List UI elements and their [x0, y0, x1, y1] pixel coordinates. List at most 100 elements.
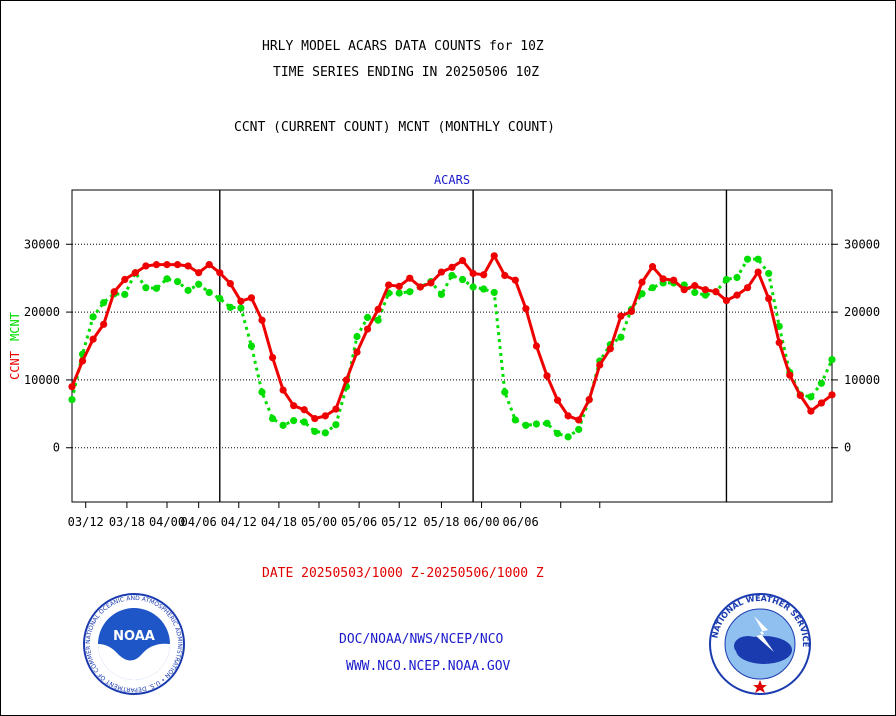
data-point-mcnt	[817, 379, 826, 387]
data-point-ccnt	[680, 286, 688, 294]
plot-title: ACARS	[434, 173, 470, 187]
data-point-ccnt	[216, 269, 224, 277]
x-tick-label: 04/18	[261, 515, 297, 529]
series-mcnt	[68, 255, 836, 441]
data-point-mcnt	[480, 285, 488, 293]
data-point-mcnt	[828, 355, 836, 364]
data-point-mcnt	[638, 290, 646, 298]
data-point-ccnt	[743, 284, 752, 292]
data-point-ccnt	[480, 271, 488, 279]
data-point-mcnt	[121, 290, 129, 299]
chart-title-line1: HRLY MODEL ACARS DATA COUNTS for 10Z	[262, 39, 544, 54]
data-point-mcnt	[89, 313, 97, 321]
data-point-mcnt	[279, 421, 287, 429]
noaa-logo-text: NOAA	[113, 629, 155, 644]
y-tick-label-right: 0	[844, 441, 851, 455]
data-point-mcnt	[374, 316, 382, 324]
data-point-mcnt	[490, 288, 498, 297]
data-point-mcnt	[648, 284, 657, 292]
data-point-mcnt	[458, 275, 467, 284]
data-point-ccnt	[617, 312, 625, 320]
y-axis-label: CCNT MCNT	[8, 312, 22, 380]
data-point-mcnt	[733, 273, 741, 282]
data-point-ccnt	[490, 252, 498, 260]
data-point-mcnt	[448, 271, 456, 280]
data-point-ccnt	[807, 407, 815, 415]
noaa-logo: NATIONAL OCEANIC AND ATMOSPHERIC ADMINIS…	[82, 592, 185, 695]
data-point-ccnt	[311, 414, 319, 423]
chart-title-line2: TIME SERIES ENDING IN 20250506 10Z	[273, 65, 540, 80]
data-point-ccnt	[575, 416, 583, 424]
data-point-ccnt	[247, 294, 256, 302]
data-point-mcnt	[300, 418, 308, 426]
data-point-ccnt	[701, 286, 709, 294]
data-point-mcnt	[163, 275, 171, 283]
data-point-ccnt	[712, 288, 720, 296]
x-tick-label: 06/00	[463, 515, 499, 529]
date-range: DATE 20250503/1000 Z-20250506/1000 Z	[262, 566, 544, 581]
data-point-ccnt	[353, 348, 361, 356]
data-point-ccnt	[385, 281, 393, 289]
org-path: DOC/NOAA/NWS/NCEP/NCO	[339, 632, 504, 647]
data-point-ccnt	[89, 335, 97, 343]
data-point-ccnt	[564, 412, 572, 420]
data-point-ccnt	[395, 282, 403, 290]
data-point-ccnt	[448, 263, 456, 271]
data-point-mcnt	[100, 298, 108, 307]
data-point-mcnt	[205, 288, 213, 297]
data-point-ccnt	[226, 280, 234, 288]
data-point-mcnt	[722, 275, 731, 284]
data-point-ccnt	[131, 269, 139, 277]
data-point-ccnt	[458, 256, 467, 265]
data-point-ccnt	[268, 353, 277, 362]
x-tick-label: 04/06	[181, 515, 217, 529]
data-point-mcnt	[142, 284, 150, 292]
data-point-ccnt	[300, 406, 308, 414]
x-tick-label: 04/00	[149, 515, 185, 529]
data-point-mcnt	[406, 288, 414, 296]
x-tick-label: 06/06	[503, 515, 539, 529]
y-axis-label-ccnt: CCNT	[8, 351, 22, 380]
data-point-mcnt	[532, 420, 541, 428]
data-point-mcnt	[152, 284, 161, 292]
data-point-mcnt	[332, 421, 340, 429]
data-point-ccnt	[775, 339, 783, 347]
data-point-ccnt	[332, 405, 340, 413]
data-point-mcnt	[216, 294, 224, 303]
data-point-ccnt	[279, 386, 287, 394]
data-point-mcnt	[363, 313, 372, 322]
data-point-ccnt	[469, 269, 477, 278]
data-point-ccnt	[828, 391, 836, 399]
data-point-mcnt	[311, 427, 319, 436]
data-point-mcnt	[258, 388, 266, 396]
data-point-ccnt	[670, 276, 678, 284]
data-point-ccnt	[78, 357, 87, 365]
data-point-ccnt	[173, 261, 182, 269]
legend-description: CCNT (CURRENT COUNT) MCNT (MONTHLY COUNT…	[234, 120, 555, 135]
series-ccnt	[68, 252, 836, 424]
data-point-mcnt	[691, 288, 699, 297]
data-point-ccnt	[437, 268, 446, 276]
data-point-ccnt	[754, 268, 762, 276]
nws-logo: NATIONAL WEATHER SERVICE	[709, 593, 811, 695]
y-tick-label-right: 30000	[844, 237, 880, 251]
y-tick-label-left: 20000	[24, 305, 60, 319]
data-point-mcnt	[268, 414, 277, 423]
data-point-mcnt	[247, 342, 256, 350]
data-point-ccnt	[796, 391, 804, 400]
data-point-ccnt	[68, 383, 76, 391]
data-point-ccnt	[765, 294, 773, 303]
website-link[interactable]: WWW.NCO.NCEP.NOAA.GOV	[346, 659, 511, 674]
data-point-ccnt	[237, 297, 245, 305]
data-point-ccnt	[733, 291, 741, 299]
data-point-mcnt	[807, 393, 815, 401]
data-point-ccnt	[648, 263, 657, 271]
data-point-ccnt	[817, 399, 826, 407]
data-point-ccnt	[321, 412, 329, 420]
data-point-ccnt	[163, 261, 171, 269]
data-point-mcnt	[575, 425, 583, 434]
data-point-mcnt	[522, 421, 530, 429]
data-point-ccnt	[532, 342, 541, 350]
data-point-ccnt	[638, 278, 646, 286]
